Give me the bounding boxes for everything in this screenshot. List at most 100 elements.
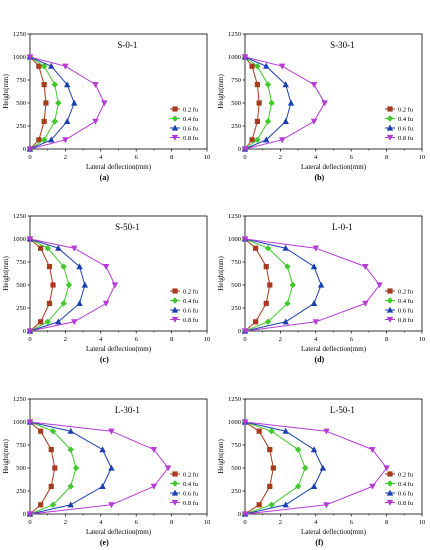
data-point — [282, 501, 289, 508]
data-point — [310, 118, 318, 125]
data-point — [241, 328, 249, 335]
series-line-0.8-fu — [29, 56, 105, 150]
data-point — [256, 502, 262, 508]
y-tick-label: 0 — [23, 511, 26, 518]
data-point — [264, 118, 272, 125]
series-line-0.8-fu — [244, 421, 388, 515]
series-line-0.6-fu — [29, 421, 112, 515]
y-axis-label: Height(mm) — [2, 256, 10, 291]
data-point — [249, 63, 255, 69]
data-point — [254, 82, 260, 88]
data-point — [323, 428, 330, 435]
data-point — [164, 465, 172, 472]
panel-label: (b) — [314, 173, 324, 182]
data-point — [284, 300, 291, 307]
data-point — [270, 465, 276, 471]
data-point — [44, 318, 51, 325]
legend-marker — [386, 499, 394, 506]
data-point — [26, 146, 34, 153]
y-tick-label: 0 — [238, 146, 241, 153]
data-point — [55, 244, 62, 251]
y-tick-label: 750 — [231, 259, 241, 266]
data-point — [267, 447, 273, 453]
x-tick-label: 8 — [170, 154, 173, 161]
data-point — [76, 300, 83, 306]
data-point — [71, 99, 78, 106]
data-point — [46, 264, 53, 270]
legend-label: 0.8 fu — [183, 317, 199, 324]
data-point — [67, 427, 74, 434]
x-tick-label: 6 — [135, 519, 139, 526]
data-point — [254, 118, 260, 124]
data-point — [92, 82, 99, 88]
x-tick-label: 2 — [64, 336, 67, 343]
legend-marker — [386, 306, 394, 313]
legend-marker — [171, 115, 179, 122]
data-point — [241, 236, 249, 243]
chart-title: L-50-1 — [330, 405, 355, 415]
data-point — [26, 419, 34, 426]
y-tick-label: 1000 — [228, 236, 241, 243]
data-point — [150, 447, 158, 453]
legend-marker — [386, 297, 394, 304]
x-tick-label: 4 — [314, 336, 318, 343]
x-tick-label: 4 — [314, 154, 318, 161]
data-point — [241, 511, 249, 518]
data-point — [267, 282, 273, 288]
data-point — [63, 118, 71, 124]
data-point — [111, 282, 119, 289]
chart-panel-1: 0 2 4 6 8 10 0 250 500 750 1000 1250 Lateral deflect… — [2, 31, 210, 182]
y-axis-label: Height(mm) — [2, 74, 10, 109]
legend-marker — [386, 134, 394, 141]
data-point — [48, 136, 55, 143]
data-point — [268, 428, 275, 435]
x-tick-label: 8 — [385, 154, 388, 161]
x-tick-label: 0 — [28, 336, 31, 343]
data-point — [278, 137, 286, 144]
series-line-0.2-fu — [244, 238, 271, 332]
series-line-0.6-fu — [244, 421, 324, 515]
chart-title: L-0-1 — [332, 222, 353, 232]
legend-label: 0.2 fu — [398, 471, 414, 478]
y-tick-label: 500 — [16, 100, 26, 107]
data-point — [46, 300, 53, 306]
legend-marker — [171, 297, 179, 304]
chart-panel-2: 0 2 4 6 8 10 0 250 500 750 1000 1250 Lateral deflect… — [217, 31, 425, 182]
series-line-0.2-fu — [29, 421, 56, 515]
chart-panel-6: 0 2 4 6 8 10 0 250 500 750 1000 1250 Lateral deflect… — [217, 396, 425, 547]
y-tick-label: 1250 — [13, 396, 26, 403]
legend-label: 0.6 fu — [183, 125, 199, 132]
data-point — [310, 446, 318, 453]
data-point — [48, 447, 54, 453]
data-point — [263, 300, 269, 306]
y-axis-label: Height(mm) — [2, 439, 10, 474]
data-point — [241, 419, 249, 426]
y-tick-label: 250 — [16, 488, 26, 495]
legend-label: 0.6 fu — [183, 307, 199, 314]
data-point — [49, 501, 57, 508]
data-point — [253, 245, 259, 251]
x-tick-label: 8 — [170, 519, 173, 526]
legend-marker — [386, 316, 394, 323]
data-point — [72, 464, 80, 472]
data-point — [241, 146, 249, 153]
y-tick-label: 250 — [231, 123, 241, 130]
data-point — [376, 282, 383, 289]
data-point — [369, 483, 376, 490]
legend-marker — [172, 106, 178, 112]
legend-label: 0.2 fu — [398, 288, 414, 295]
y-tick-label: 500 — [16, 282, 26, 289]
data-point — [312, 319, 319, 326]
series-line-0.8-fu — [29, 421, 169, 515]
data-point — [253, 319, 259, 325]
panel-label: (a) — [100, 173, 110, 182]
panel-label: (f) — [315, 538, 323, 547]
legend-marker — [172, 471, 178, 477]
legend-marker — [171, 124, 179, 131]
y-tick-label: 500 — [231, 100, 241, 107]
data-point — [312, 245, 319, 252]
legend-marker — [171, 306, 179, 313]
data-point — [383, 465, 390, 472]
y-tick-label: 0 — [23, 328, 26, 335]
